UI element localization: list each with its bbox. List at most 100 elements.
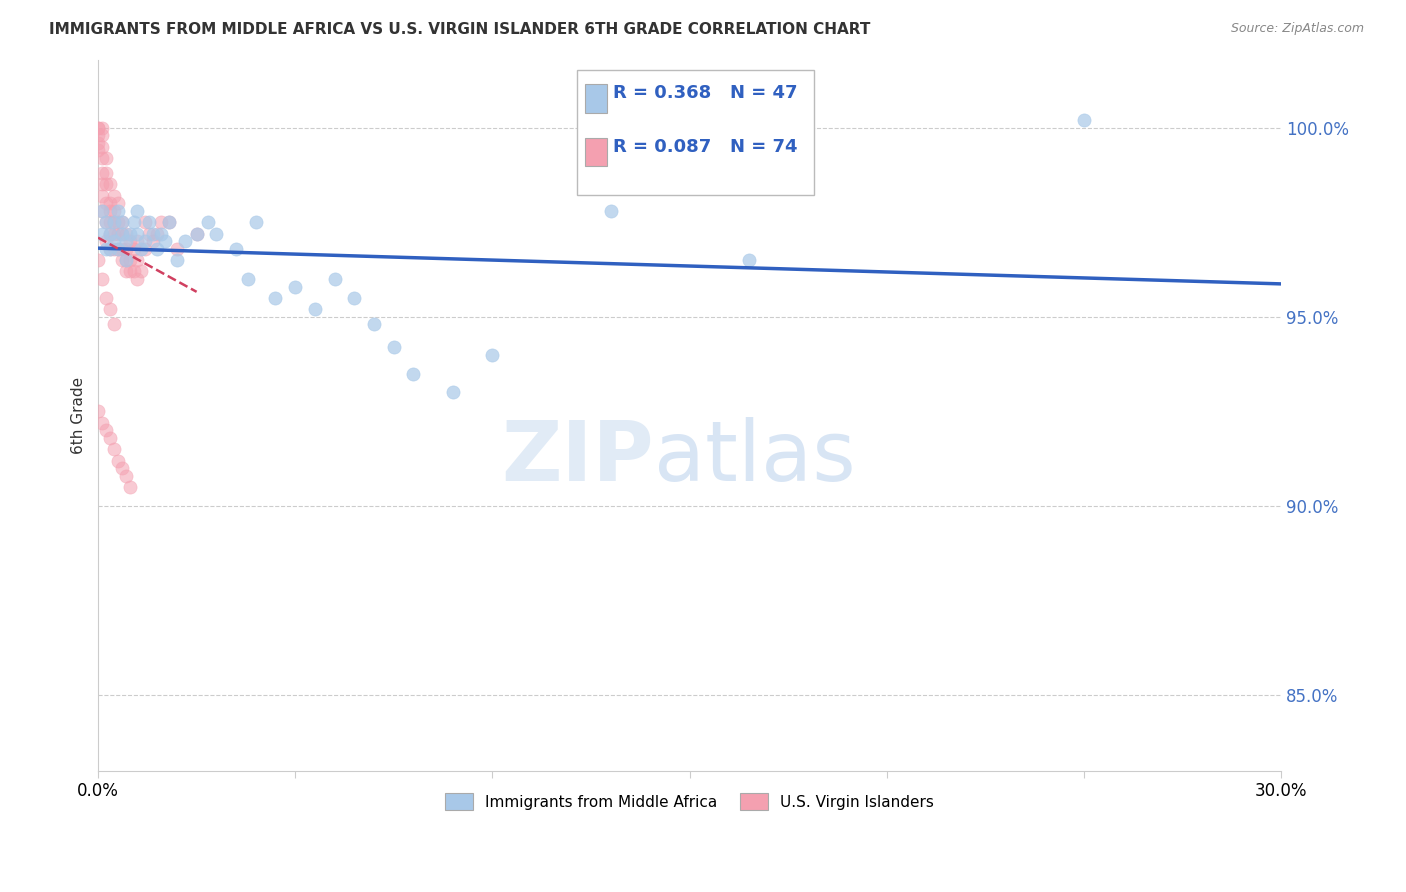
Point — [122, 264, 145, 278]
Point — [150, 215, 173, 229]
Point — [111, 461, 134, 475]
Point — [323, 272, 346, 286]
Point — [111, 253, 134, 268]
Point — [402, 367, 425, 381]
Point — [111, 227, 134, 241]
Point — [134, 234, 156, 248]
Point — [91, 272, 114, 286]
Y-axis label: 6th Grade: 6th Grade — [72, 376, 86, 454]
Point — [481, 348, 503, 362]
Point — [98, 431, 121, 445]
Point — [94, 166, 117, 180]
Point — [284, 279, 307, 293]
Point — [150, 227, 173, 241]
Point — [103, 203, 125, 218]
Point — [103, 318, 125, 332]
Point — [236, 272, 259, 286]
Point — [114, 253, 136, 268]
Text: ZIP: ZIP — [502, 417, 654, 499]
Point — [94, 215, 117, 229]
Point — [142, 234, 165, 248]
Point — [107, 203, 129, 218]
Point — [304, 302, 326, 317]
Point — [114, 234, 136, 248]
Point — [103, 188, 125, 202]
Point — [98, 227, 121, 241]
Point — [142, 227, 165, 241]
Point — [103, 234, 125, 248]
Point — [186, 227, 208, 241]
Point — [127, 253, 149, 268]
Point — [114, 242, 136, 256]
Point — [1073, 113, 1095, 128]
FancyBboxPatch shape — [585, 138, 607, 166]
Point — [197, 215, 219, 229]
Point — [134, 215, 156, 229]
Point — [382, 340, 405, 354]
Point — [94, 215, 117, 229]
FancyBboxPatch shape — [585, 85, 607, 113]
Point — [91, 203, 114, 218]
Point — [107, 242, 129, 256]
Point — [127, 203, 149, 218]
Point — [91, 128, 114, 143]
Point — [737, 253, 759, 268]
Point — [127, 272, 149, 286]
Point — [114, 253, 136, 268]
Point — [146, 227, 169, 241]
Point — [98, 203, 121, 218]
Point — [94, 178, 117, 192]
Point — [87, 404, 110, 418]
Point — [87, 136, 110, 150]
Point — [91, 178, 114, 192]
Point — [114, 264, 136, 278]
Point — [98, 178, 121, 192]
Point — [225, 242, 247, 256]
Point — [87, 144, 110, 158]
Point — [94, 151, 117, 165]
Point — [114, 468, 136, 483]
Point — [157, 215, 180, 229]
Point — [111, 215, 134, 229]
Point — [131, 242, 153, 256]
Point — [127, 227, 149, 241]
Point — [107, 453, 129, 467]
Text: IMMIGRANTS FROM MIDDLE AFRICA VS U.S. VIRGIN ISLANDER 6TH GRADE CORRELATION CHAR: IMMIGRANTS FROM MIDDLE AFRICA VS U.S. VI… — [49, 22, 870, 37]
Point — [122, 242, 145, 256]
Point — [264, 291, 287, 305]
Point — [94, 234, 117, 248]
Text: Source: ZipAtlas.com: Source: ZipAtlas.com — [1230, 22, 1364, 36]
Point — [87, 120, 110, 135]
Point — [166, 242, 188, 256]
Point — [87, 120, 110, 135]
Point — [107, 242, 129, 256]
Point — [87, 253, 110, 268]
Point — [138, 227, 160, 241]
Point — [98, 215, 121, 229]
Point — [91, 151, 114, 165]
Point — [118, 234, 141, 248]
Point — [94, 423, 117, 437]
Point — [91, 120, 114, 135]
Text: R = 0.087   N = 74: R = 0.087 N = 74 — [613, 138, 797, 156]
Point — [111, 242, 134, 256]
Point — [87, 128, 110, 143]
Point — [186, 227, 208, 241]
Point — [441, 385, 464, 400]
Point — [343, 291, 366, 305]
Text: R = 0.368   N = 47: R = 0.368 N = 47 — [613, 85, 797, 103]
Point — [103, 227, 125, 241]
Point — [599, 203, 621, 218]
Point — [153, 234, 176, 248]
Point — [103, 215, 125, 229]
Point — [245, 215, 267, 229]
Point — [94, 291, 117, 305]
Point — [103, 242, 125, 256]
Point — [107, 196, 129, 211]
Point — [91, 188, 114, 202]
Text: atlas: atlas — [654, 417, 856, 499]
Point — [103, 215, 125, 229]
Point — [118, 253, 141, 268]
Point — [91, 166, 114, 180]
Point — [127, 234, 149, 248]
